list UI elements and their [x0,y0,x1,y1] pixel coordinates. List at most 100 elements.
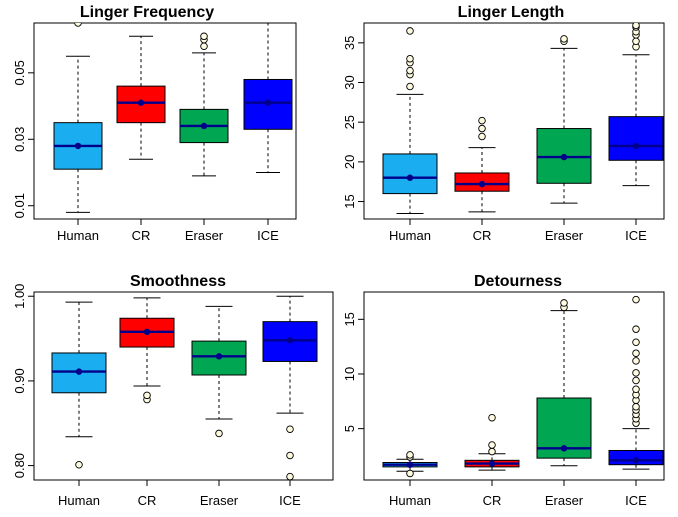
plot-frame [33,22,297,220]
outlier-point [143,391,151,400]
x-tick-label: Eraser [545,228,584,243]
box-cr [454,116,510,213]
box-human [382,27,438,214]
outlier-point [632,349,640,357]
outlier-point [488,413,496,422]
box-eraser [536,35,592,204]
outlier-point [74,23,82,27]
x-tick-label: CR [483,493,502,508]
outlier-point [406,54,414,63]
panel-detourness: Detourness 5 10 15 Human CR Eraser ICE [342,273,665,508]
outlier-point [286,472,294,480]
outlier-point [478,124,486,133]
y-tick-label: 30 [342,75,357,89]
outlier-point [286,451,294,460]
box-human [53,23,103,213]
x-tick-label: Human [389,228,431,243]
box-human [382,451,438,478]
boxes-group [382,295,664,478]
box-ice [608,23,664,187]
iqr-box [608,116,664,161]
x-tick-label: ICE [279,493,301,508]
y-tick-label: 0.03 [12,127,27,152]
outlier-point [488,447,496,456]
y-tick-label: 10 [342,367,357,381]
y-tick-label: 0.01 [12,193,27,218]
mean-point [560,153,568,161]
y-tick-label: 1.00 [12,284,27,309]
x-tick-label: Eraser [545,493,584,508]
mean-point [200,122,208,130]
box-eraser [536,299,592,467]
y-tick-label: 25 [342,115,357,129]
y-tick-label: 20 [342,155,357,169]
x-tick-label: Eraser [200,493,239,508]
plot-frame [363,22,665,220]
outlier-point [632,37,640,46]
mean-point [632,457,640,464]
panel-linger-frequency: Linger Frequency 0.01 0.03 0.05 Human CR E… [12,4,297,243]
plot-frame [33,291,334,481]
y-tick-label: 0.80 [12,453,27,478]
outlier-point [478,116,486,125]
y-tick-label: 0.05 [12,60,27,85]
outlier-point [406,451,414,459]
mean-point [286,337,294,344]
mean-point [478,180,486,188]
mean-point [143,328,151,336]
outlier-point [632,295,640,304]
outlier-point [406,82,414,91]
box-cr [116,35,166,160]
panel-title: Linger Length [458,4,565,21]
outlier-point [286,425,294,433]
box-ice [608,295,664,470]
panel-linger-length: Linger Length 15 20 25 30 35 Human CR Eraser… [342,4,665,243]
plot-frame [363,291,665,481]
outlier-point [488,441,496,449]
outlier-point [632,376,640,385]
panel-title: Linger Frequency [80,4,214,21]
outlier-point [406,66,414,75]
outlier-point [632,357,640,365]
mean-point [406,174,414,181]
outlier-point [406,469,414,478]
outlier-point [632,385,640,394]
x-tick-label: CR [473,228,492,243]
panel-smoothness: Smoothness 0.800.901.00 Human CR Eraser … [12,273,334,508]
box-cr [119,297,175,404]
boxes-group [53,23,293,213]
outlier-point [632,325,640,333]
box-human [51,301,107,469]
box-eraser [179,32,229,177]
outlier-point [215,429,223,438]
x-tick-label: Eraser [185,228,224,243]
mean-point [215,353,223,360]
iqr-box [382,153,438,195]
x-tick-label: Human [57,228,99,243]
outlier-point [560,299,568,307]
x-tick-label: CR [132,228,151,243]
y-tick-label: 0.90 [12,368,27,393]
panel-title: Smoothness [130,273,226,290]
y-tick-label: 35 [342,36,357,50]
mean-point [264,99,272,106]
mean-point [406,461,414,468]
y-tick-label: 5 [342,425,357,432]
x-tick-label: ICE [625,228,647,243]
outlier-point [632,369,640,377]
mean-point [74,142,82,150]
outlier-point [560,35,568,43]
x-tick-label: Human [389,493,431,508]
outlier-point [632,403,640,411]
outlier-point [478,132,486,141]
panel-title: Detourness [474,273,562,290]
y-tick-label: 15 [342,312,357,326]
outlier-point [632,23,640,30]
outlier-point [632,338,640,347]
box-eraser [191,305,247,438]
box-cr [464,413,520,471]
boxes-group [382,23,664,214]
y-tick-label: 15 [342,194,357,208]
box-ice [243,23,293,173]
